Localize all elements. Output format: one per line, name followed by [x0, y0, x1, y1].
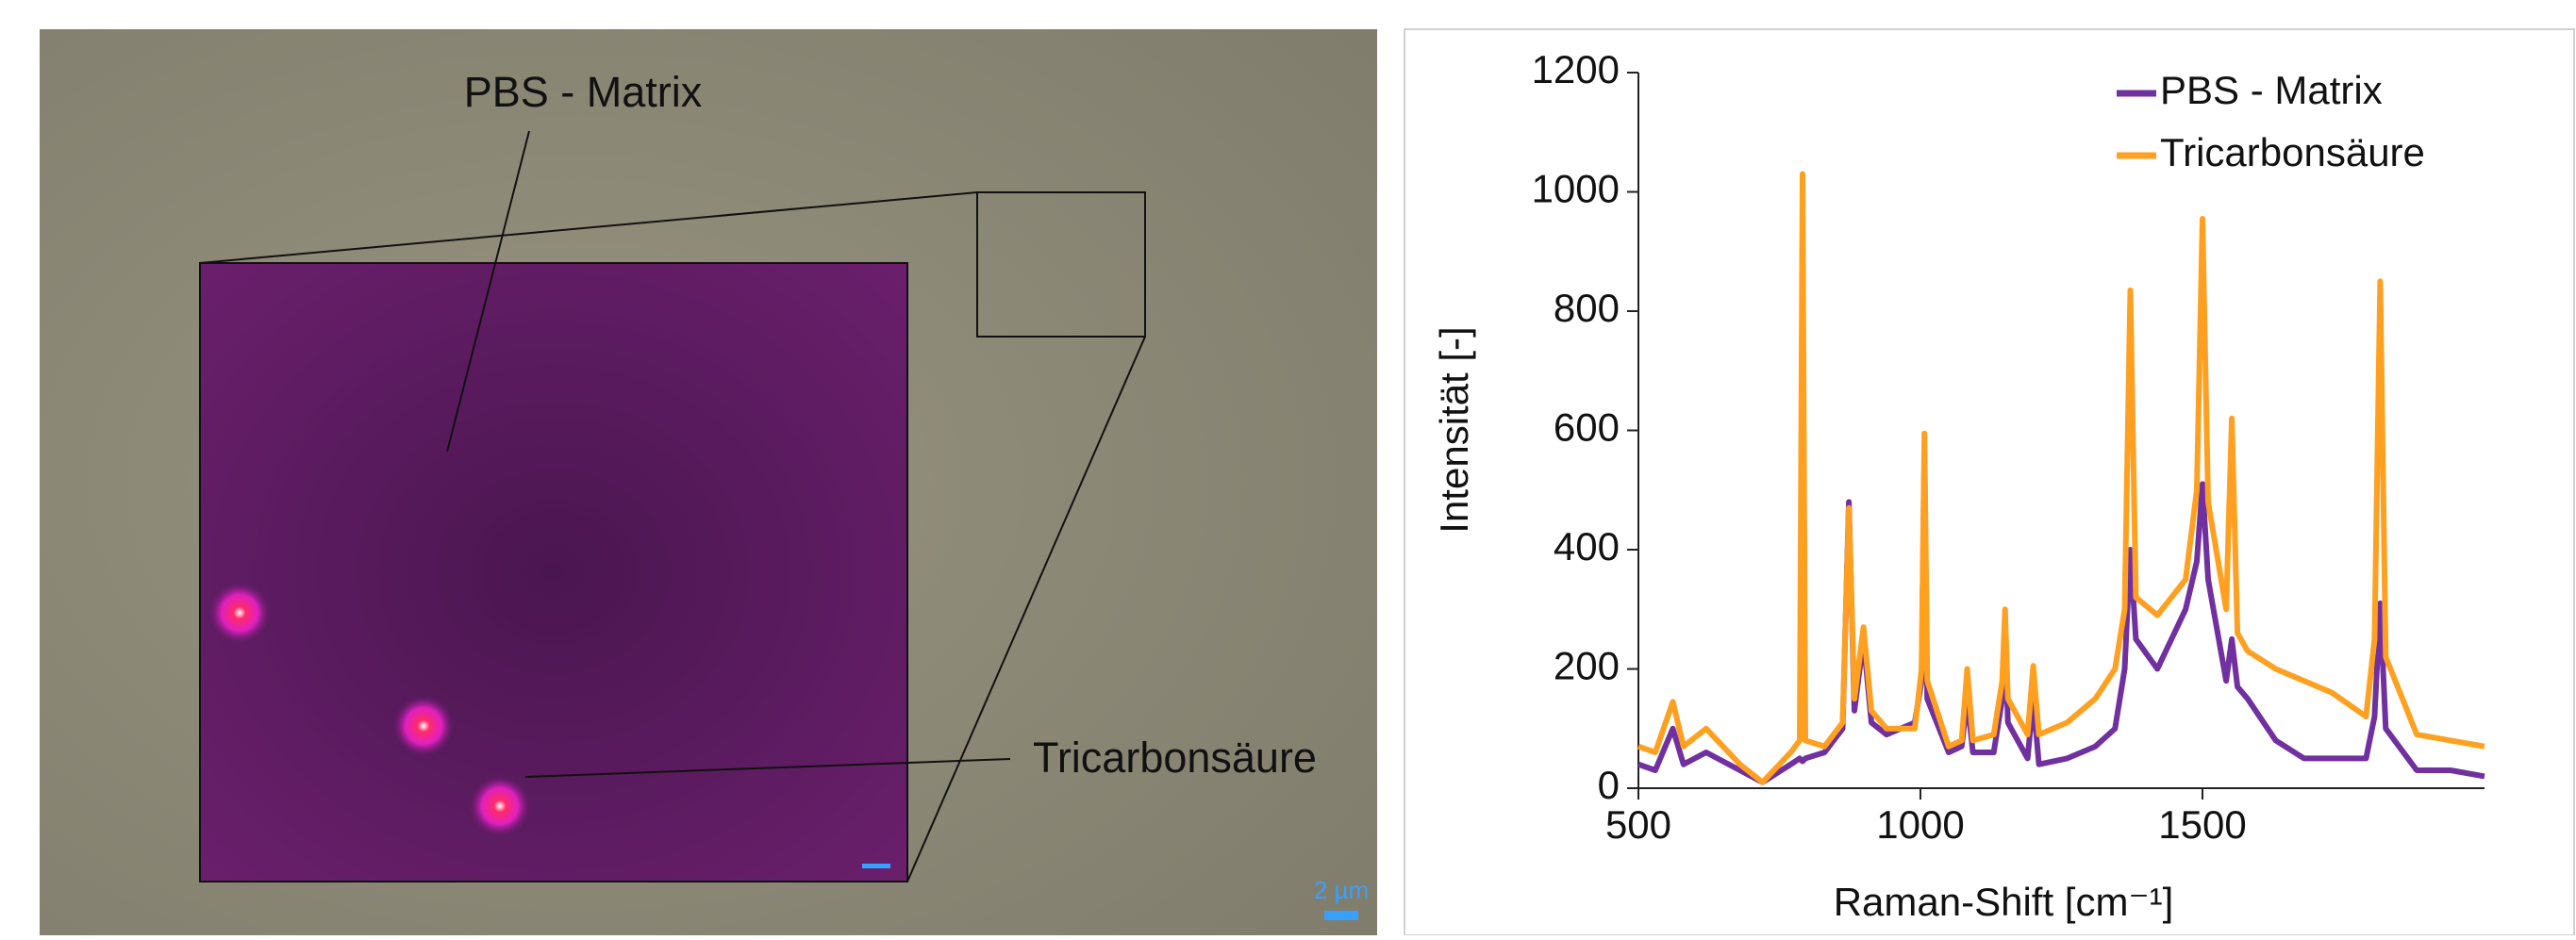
- y-axis-label: Intensität [-]: [1432, 326, 1476, 533]
- hotspot: [393, 696, 454, 756]
- hotspot: [209, 583, 270, 643]
- figure: PBS - Matrix Tricarbonsäure 2 µm Raman-S…: [0, 0, 2576, 935]
- annotation: Tricarbonsäure: [1033, 734, 1317, 782]
- x-tick-label: 1500: [2158, 802, 2246, 847]
- hotspot: [470, 776, 530, 836]
- x-axis-label: Raman-Shift [cm⁻¹]: [1834, 880, 2174, 924]
- y-tick-label: 1000: [1532, 167, 1620, 211]
- x-tick-label: 1000: [1876, 802, 1964, 847]
- y-tick-label: 800: [1554, 286, 1620, 330]
- y-tick-label: 1200: [1532, 47, 1620, 91]
- page: PBS - Matrix Tricarbonsäure 2 µm Raman-S…: [0, 0, 2576, 940]
- raman-map: [200, 263, 907, 882]
- scale-bar-label: 2 µm: [1314, 876, 1369, 904]
- map-scale-bar: [862, 864, 890, 868]
- legend-label: PBS - Matrix: [2160, 68, 2383, 112]
- scale-bar: [1324, 911, 1358, 920]
- legend-label: Tricarbonsäure: [2160, 130, 2425, 174]
- annotation: PBS - Matrix: [464, 68, 703, 116]
- y-tick-label: 400: [1554, 524, 1620, 569]
- y-tick-label: 600: [1554, 405, 1620, 450]
- y-tick-label: 200: [1554, 644, 1620, 688]
- y-tick-label: 0: [1598, 763, 1620, 807]
- x-tick-label: 500: [1605, 802, 1671, 847]
